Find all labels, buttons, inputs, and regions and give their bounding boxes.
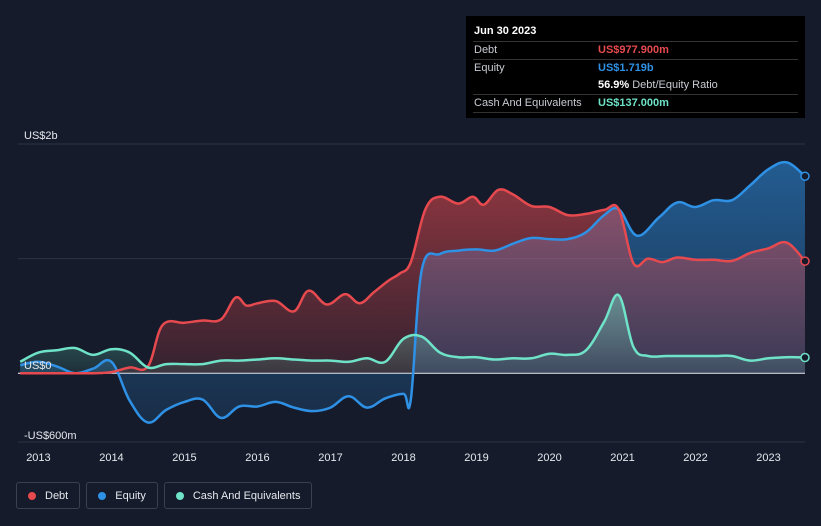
line-debt	[20, 188, 806, 375]
tooltip-ratio-spacer	[473, 77, 598, 94]
y-tick-label: US$2b	[24, 130, 58, 142]
tooltip-row-cash: Cash And Equivalents US$137.000m	[473, 95, 798, 113]
x-tick-label: 2015	[172, 452, 196, 464]
legend-dot-cash-icon	[175, 491, 184, 500]
legend-dot-equity-icon	[98, 491, 107, 500]
x-tick-label: 2020	[537, 452, 561, 464]
endpoint-debt	[800, 256, 810, 266]
legend-label-cash: Cash And Equivalents	[192, 489, 301, 502]
legend-label-debt: Debt	[45, 489, 69, 502]
tooltip-row-equity: Equity US$1.719b	[473, 60, 798, 77]
legend-item-cash[interactable]: Cash And Equivalents	[163, 482, 313, 509]
tooltip-ratio-label: Debt/Equity Ratio	[632, 79, 718, 91]
legend-dot-debt-icon	[28, 491, 36, 500]
y-tick-label: US$0	[24, 360, 52, 372]
tooltip-cash-label: Cash And Equivalents	[474, 97, 582, 109]
tooltip-equity-label: Equity	[474, 62, 505, 74]
line-equity	[19, 160, 806, 424]
series-lines	[19, 160, 810, 424]
legend-item-equity[interactable]: Equity	[86, 482, 158, 509]
legend-item-debt[interactable]: Debt	[16, 482, 81, 509]
x-tick-label: 2013	[26, 452, 50, 464]
line-cash	[19, 293, 806, 370]
x-tick-label: 2017	[318, 452, 342, 464]
x-tick-label: 2016	[245, 452, 269, 464]
chart-legend: Debt Equity Cash And Equivalents	[16, 482, 313, 509]
x-tick-label: 2021	[610, 452, 634, 464]
tooltip-debt-value: US$977.900m	[598, 44, 669, 56]
x-tick-label: 2022	[683, 452, 707, 464]
axis-ticks: US$2b US$0 -US$600m 2013 2014 2015 2016 2017 201…	[24, 130, 781, 464]
x-tick-label: 2014	[99, 452, 123, 464]
tooltip-ratio-value: 56.9%	[598, 79, 630, 91]
x-tick-label: 2018	[391, 452, 415, 464]
tooltip-row-debt: Debt US$977.900m	[473, 42, 798, 60]
tooltip-debt-label: Debt	[474, 44, 498, 56]
tooltip-row-ratio: 56.9% Debt/Equity Ratio	[473, 77, 798, 95]
endpoint-cash	[800, 352, 810, 363]
tooltip-cash-value: US$137.000m	[598, 97, 669, 109]
legend-label-equity: Equity	[115, 489, 146, 502]
endpoint-equity	[800, 171, 810, 181]
tooltip-panel: Jun 30 2023 Debt US$977.900m Equity US$1…	[466, 16, 805, 118]
y-tick-label: -US$600m	[24, 430, 77, 442]
x-tick-label: 2019	[464, 452, 488, 464]
tooltip-date: Jun 30 2023	[473, 22, 798, 42]
tooltip-equity-value: US$1.719b	[598, 62, 654, 74]
x-tick-label: 2023	[756, 452, 780, 464]
